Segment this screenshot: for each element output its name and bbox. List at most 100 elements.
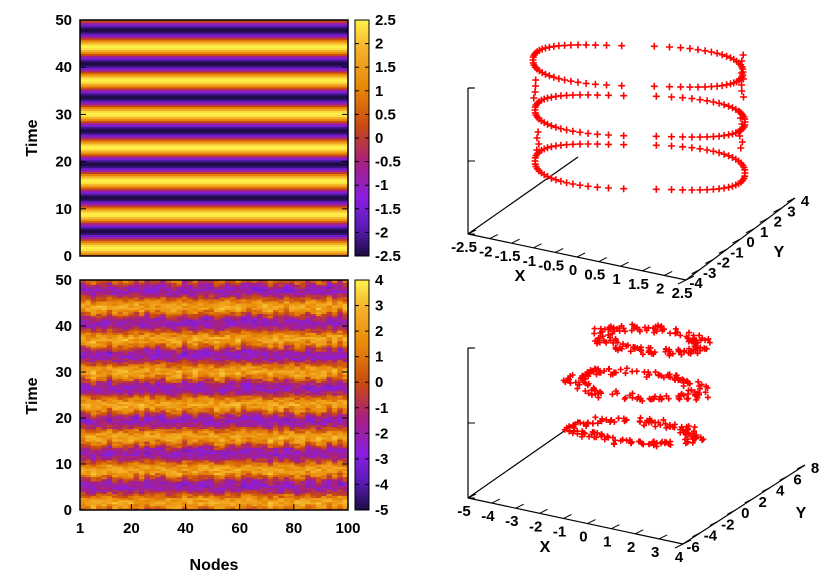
heatmap-cell bbox=[203, 390, 210, 394]
heatmap-cell bbox=[176, 432, 183, 436]
heatmap-cell bbox=[117, 307, 124, 310]
heatmap-cell bbox=[235, 378, 242, 381]
heatmap-cell bbox=[214, 480, 220, 484]
heatmap-cell bbox=[267, 484, 274, 488]
heatmap-cell bbox=[149, 491, 156, 494]
heatmap-cell bbox=[331, 409, 338, 413]
heatmap-cell bbox=[299, 453, 306, 457]
heatmap-cell bbox=[138, 363, 145, 367]
heatmap-cell bbox=[235, 374, 242, 377]
heatmap-cell bbox=[155, 328, 161, 331]
heatmap-cell bbox=[197, 451, 204, 455]
heatmap-cell bbox=[117, 468, 124, 471]
heatmap-cell bbox=[262, 386, 269, 390]
heatmap-cell bbox=[197, 403, 204, 407]
heatmap-cell bbox=[267, 447, 274, 450]
heatmap-cell bbox=[331, 480, 338, 484]
heatmap-cell bbox=[224, 334, 231, 338]
heatmap-cell bbox=[299, 449, 306, 453]
heatmap-cell bbox=[337, 397, 344, 400]
heatmap-cell bbox=[203, 328, 210, 331]
heatmap-cell bbox=[219, 418, 226, 421]
heatmap-cell bbox=[294, 453, 301, 457]
heatmap-cell bbox=[133, 403, 140, 407]
heatmap-cell bbox=[80, 41, 348, 45]
heatmap-cell bbox=[283, 466, 290, 469]
heatmap-cell bbox=[101, 365, 108, 369]
heatmap-cell bbox=[149, 401, 156, 404]
heatmap-cell bbox=[289, 424, 295, 427]
heatmap-cell bbox=[138, 342, 145, 346]
heatmap-cell bbox=[197, 466, 204, 469]
heatmap-cell bbox=[90, 357, 97, 361]
heatmap-cell bbox=[85, 346, 92, 350]
heatmap-cell bbox=[149, 413, 156, 417]
heatmap-cell bbox=[230, 365, 237, 369]
heatmap-cell bbox=[305, 451, 312, 455]
heatmap-cell bbox=[80, 311, 86, 315]
heatmap-cell bbox=[197, 407, 204, 411]
heatmap-cell bbox=[289, 397, 295, 400]
heatmap-cell bbox=[155, 493, 161, 496]
heatmap-cell bbox=[128, 445, 135, 448]
heatmap-cell bbox=[283, 349, 290, 352]
heatmap-cell bbox=[117, 480, 124, 484]
heatmap-cell bbox=[256, 326, 263, 329]
heatmap-cell bbox=[299, 413, 306, 417]
heatmap-cell bbox=[197, 493, 204, 496]
heatmap-cell bbox=[251, 449, 258, 453]
heatmap-cell bbox=[331, 351, 338, 354]
heatmap-cell bbox=[171, 507, 178, 510]
heatmap-cell bbox=[96, 323, 103, 327]
heatmap-cell bbox=[208, 441, 215, 444]
heatmap-cell bbox=[283, 334, 290, 338]
heatmap-cell bbox=[283, 495, 290, 499]
heatmap-cell bbox=[208, 430, 215, 434]
heatmap-cell bbox=[230, 353, 237, 356]
heatmap-cell bbox=[331, 326, 338, 329]
heatmap-cell bbox=[230, 313, 237, 317]
heatmap-cell bbox=[208, 449, 215, 453]
heatmap-cell bbox=[85, 386, 92, 390]
heatmap-cell bbox=[272, 445, 279, 448]
heatmap-cell bbox=[133, 409, 140, 413]
heatmap-cell bbox=[240, 365, 247, 369]
heatmap-cell bbox=[246, 390, 253, 394]
heatmap-cell bbox=[117, 415, 124, 419]
heatmap-cell bbox=[283, 422, 290, 425]
heatmap-cell bbox=[85, 334, 92, 338]
heatmap-cell bbox=[128, 443, 135, 446]
heatmap-cell bbox=[224, 505, 231, 509]
heatmap-cell bbox=[160, 353, 167, 356]
heatmap-cell bbox=[149, 441, 156, 444]
heatmap-cell bbox=[289, 413, 295, 417]
heatmap-cell bbox=[299, 386, 306, 390]
heatmap-cell bbox=[326, 344, 333, 348]
heatmap-cell bbox=[219, 323, 226, 327]
heatmap-cell bbox=[246, 340, 253, 344]
heatmap-cell bbox=[305, 422, 312, 425]
heatmap-cell bbox=[283, 426, 290, 430]
heatmap-cell bbox=[272, 422, 279, 425]
heatmap-cell bbox=[214, 466, 220, 469]
heatmap-cell bbox=[133, 319, 140, 323]
heatmap-cell bbox=[128, 432, 135, 436]
heatmap-cell bbox=[165, 357, 172, 361]
heatmap-cell bbox=[294, 326, 301, 329]
heatmap-cell bbox=[272, 505, 279, 509]
heatmap-cell bbox=[262, 503, 269, 507]
heatmap-cell bbox=[203, 411, 210, 415]
heatmap-cell bbox=[160, 451, 167, 455]
heatmap-cell bbox=[117, 403, 124, 407]
heatmap-cell bbox=[176, 380, 183, 384]
heatmap-cell bbox=[214, 403, 220, 407]
heatmap-cell bbox=[219, 403, 226, 407]
heatmap-cell bbox=[155, 307, 161, 310]
heatmap-cell bbox=[181, 344, 188, 348]
heatmap-cell bbox=[203, 472, 210, 476]
heatmap-cell bbox=[149, 453, 156, 457]
heatmap-cell bbox=[106, 441, 113, 444]
heatmap-cell bbox=[80, 61, 348, 64]
heatmap-cell bbox=[240, 401, 247, 404]
heatmap-cell bbox=[230, 315, 237, 319]
